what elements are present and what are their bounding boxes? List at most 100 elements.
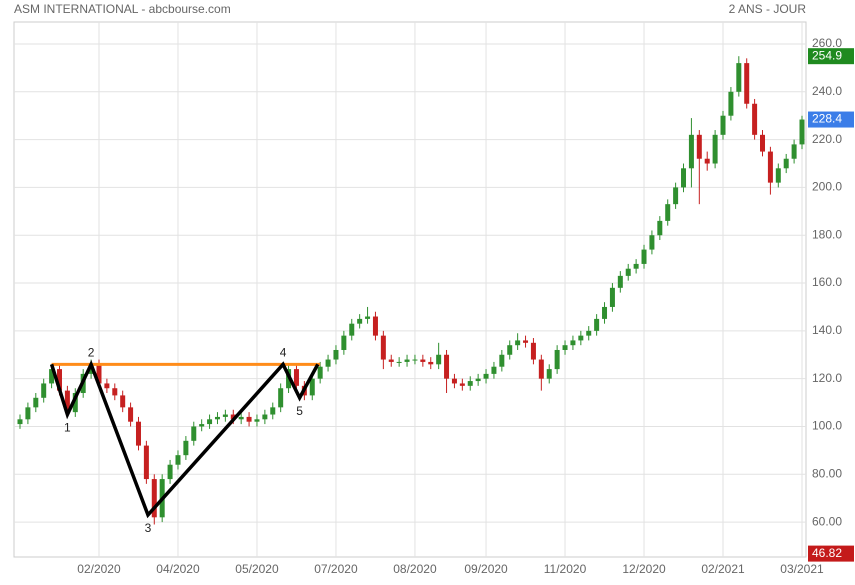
x-tick-label: 05/2020	[235, 562, 279, 576]
candle-body	[570, 340, 576, 346]
y-tick-label: 60.00	[812, 514, 842, 528]
candle-body	[594, 318, 600, 331]
candle-body	[167, 464, 173, 480]
pattern-label: 1	[64, 421, 71, 435]
x-tick-label: 07/2020	[314, 562, 358, 576]
x-tick-label: 04/2020	[156, 562, 200, 576]
candle-body	[64, 390, 70, 413]
candle-body	[72, 393, 78, 413]
candle-body	[760, 134, 766, 152]
candle-body	[262, 414, 268, 420]
candle-body	[56, 369, 62, 391]
candle-body	[420, 359, 426, 362]
candle-body	[214, 416, 220, 420]
candle-body	[752, 103, 758, 135]
candle-body	[546, 369, 552, 379]
candle-body	[380, 335, 386, 360]
candle-body	[523, 340, 529, 343]
candle-body	[246, 416, 252, 422]
candle-body	[96, 364, 102, 384]
candle-body	[657, 220, 663, 236]
candle-body	[712, 134, 718, 164]
candle-body	[617, 275, 623, 288]
candle-body	[538, 359, 544, 379]
candle-body	[41, 383, 47, 398]
candle-body	[775, 168, 781, 183]
candle-body	[554, 349, 560, 370]
candle-body	[602, 306, 608, 319]
candle-body	[507, 345, 513, 355]
candle-body	[633, 263, 639, 269]
candle-body	[736, 63, 742, 92]
candle-body	[799, 119, 805, 145]
candle-body	[33, 397, 39, 408]
candle-body	[483, 373, 489, 379]
candle-body	[720, 115, 726, 135]
candle-body	[309, 378, 315, 396]
pattern-line	[49, 359, 320, 519]
candle-body	[681, 168, 687, 188]
candle-body	[317, 366, 323, 379]
candle-body	[444, 354, 450, 379]
candle-body	[112, 388, 118, 396]
price-marker	[808, 111, 854, 128]
y-tick-label: 260.0	[812, 36, 842, 50]
candle-body	[704, 158, 710, 164]
y-tick-label: 180.0	[812, 227, 842, 241]
candle-body	[562, 345, 568, 350]
candle-body	[278, 388, 284, 408]
candle-body	[191, 426, 197, 441]
candle-body	[665, 204, 671, 221]
x-tick-label: 08/2020	[393, 562, 437, 576]
price-marker-label: 46.82	[812, 546, 842, 560]
candle-body	[143, 445, 149, 480]
candle-body	[783, 158, 789, 169]
chart-title: ASM INTERNATIONAL - abcbourse.com	[14, 2, 231, 16]
candle-body	[49, 369, 55, 384]
candle-body	[428, 361, 434, 365]
y-tick-label: 80.00	[812, 466, 842, 480]
candle-body	[341, 335, 347, 350]
candle-body	[791, 144, 797, 159]
candle-body	[388, 359, 394, 362]
candle-body	[357, 318, 363, 324]
candle-body	[475, 378, 481, 382]
y-tick-label: 120.0	[812, 371, 842, 385]
candle-body	[183, 440, 189, 456]
candle-body	[222, 414, 228, 417]
x-tick-label: 03/2021	[780, 562, 824, 576]
candle-body	[491, 366, 497, 374]
candle-body	[696, 134, 702, 159]
candle-body	[333, 349, 339, 360]
pattern-label: 4	[280, 345, 287, 359]
candle-body	[365, 316, 371, 319]
candle-body	[436, 354, 442, 365]
y-tick-label: 240.0	[812, 84, 842, 98]
y-tick-label: 140.0	[812, 323, 842, 337]
candle-body	[467, 381, 473, 386]
chart-subtitle: 2 ANS - JOUR	[729, 2, 807, 16]
price-marker-label: 228.4	[812, 112, 842, 126]
candle-body	[293, 369, 299, 386]
candle-body	[17, 419, 23, 425]
candle-body	[25, 407, 31, 420]
candle-body	[578, 335, 584, 341]
pattern-label: 3	[145, 521, 152, 535]
candle-body	[396, 361, 402, 363]
candle-body	[530, 342, 536, 360]
candle-body	[767, 151, 773, 183]
x-tick-label: 09/2020	[464, 562, 508, 576]
candle-body	[104, 383, 110, 389]
x-tick-label: 02/2020	[77, 562, 121, 576]
candle-body	[688, 134, 694, 169]
candle-body	[135, 421, 141, 446]
y-tick-label: 220.0	[812, 132, 842, 146]
candle-body	[230, 414, 236, 420]
candle-body	[609, 287, 615, 307]
x-tick-label: 12/2020	[622, 562, 666, 576]
x-tick-label: 02/2021	[701, 562, 745, 576]
y-tick-label: 200.0	[812, 180, 842, 194]
price-marker-label: 254.9	[812, 48, 842, 62]
candle-body	[199, 424, 205, 427]
